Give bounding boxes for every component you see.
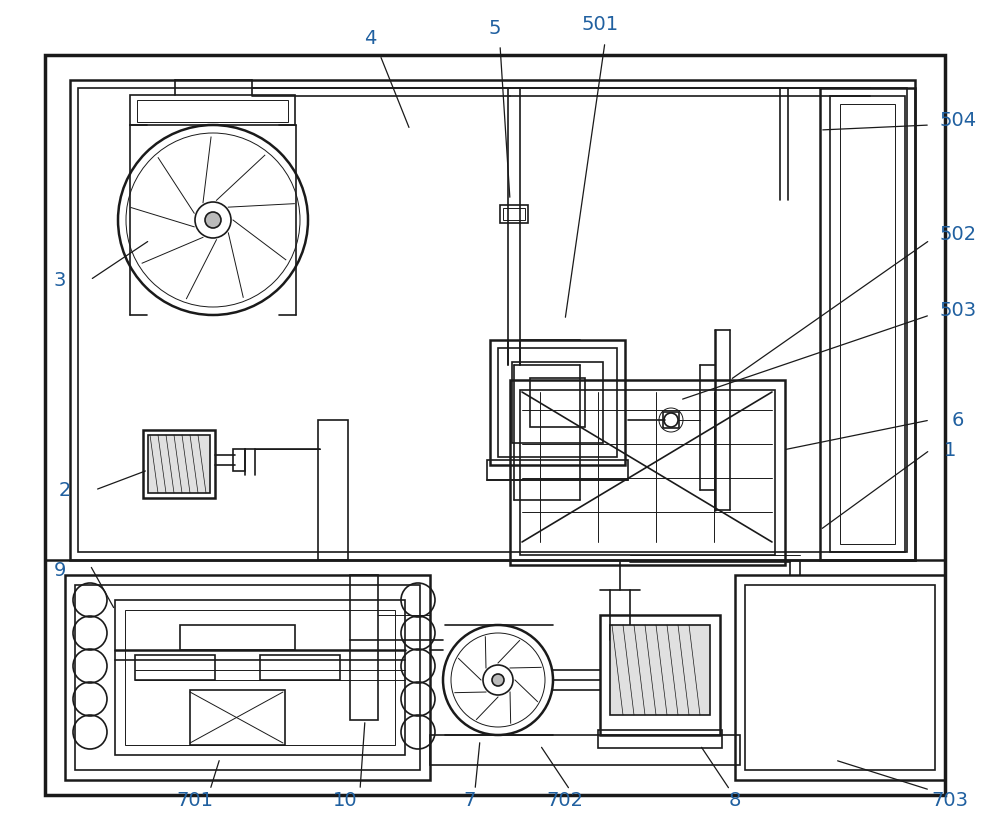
Bar	[190, 690, 285, 745]
Text: 1: 1	[944, 440, 956, 460]
Bar	[745, 585, 935, 770]
Bar	[840, 104, 895, 544]
Bar	[180, 625, 295, 650]
Bar	[820, 88, 915, 560]
Bar	[430, 735, 740, 765]
Text: 501: 501	[581, 15, 619, 34]
Circle shape	[205, 212, 221, 228]
Text: 503: 503	[939, 300, 977, 320]
Bar	[500, 205, 528, 223]
Bar	[148, 435, 210, 493]
Text: 502: 502	[939, 226, 977, 244]
Bar	[115, 600, 405, 755]
Text: 7: 7	[464, 790, 476, 810]
Bar	[75, 585, 420, 770]
Bar	[830, 96, 905, 552]
Bar	[70, 80, 915, 560]
Bar	[487, 460, 628, 480]
Circle shape	[492, 674, 504, 686]
Bar	[598, 730, 722, 748]
Text: 3: 3	[54, 270, 66, 289]
Bar	[735, 575, 945, 780]
Text: 504: 504	[939, 111, 977, 129]
Bar	[498, 348, 617, 457]
Bar	[143, 430, 215, 498]
Bar	[125, 610, 395, 745]
Text: 10: 10	[333, 790, 357, 810]
Bar	[490, 340, 625, 465]
Text: 6: 6	[952, 410, 964, 430]
Bar	[600, 615, 720, 735]
Bar	[78, 88, 907, 552]
Text: 9: 9	[54, 560, 66, 580]
Bar	[233, 449, 245, 471]
Bar	[137, 100, 288, 122]
Text: 2: 2	[59, 481, 71, 499]
Bar	[520, 390, 775, 555]
Bar	[350, 575, 378, 720]
Bar	[510, 380, 785, 565]
Text: 702: 702	[546, 790, 584, 810]
Bar	[512, 362, 603, 443]
Bar	[503, 208, 525, 220]
Bar	[130, 95, 295, 125]
Text: 4: 4	[364, 29, 376, 48]
Text: 701: 701	[176, 790, 214, 810]
Text: 5: 5	[489, 18, 501, 38]
Bar	[260, 655, 340, 680]
Text: 8: 8	[729, 790, 741, 810]
Bar	[530, 378, 585, 427]
Bar	[65, 575, 430, 780]
Bar	[610, 625, 710, 715]
Bar	[45, 55, 945, 795]
Text: 703: 703	[932, 790, 968, 810]
Bar	[318, 420, 348, 560]
Bar	[45, 560, 945, 795]
Bar	[663, 412, 679, 428]
Bar	[135, 655, 215, 680]
